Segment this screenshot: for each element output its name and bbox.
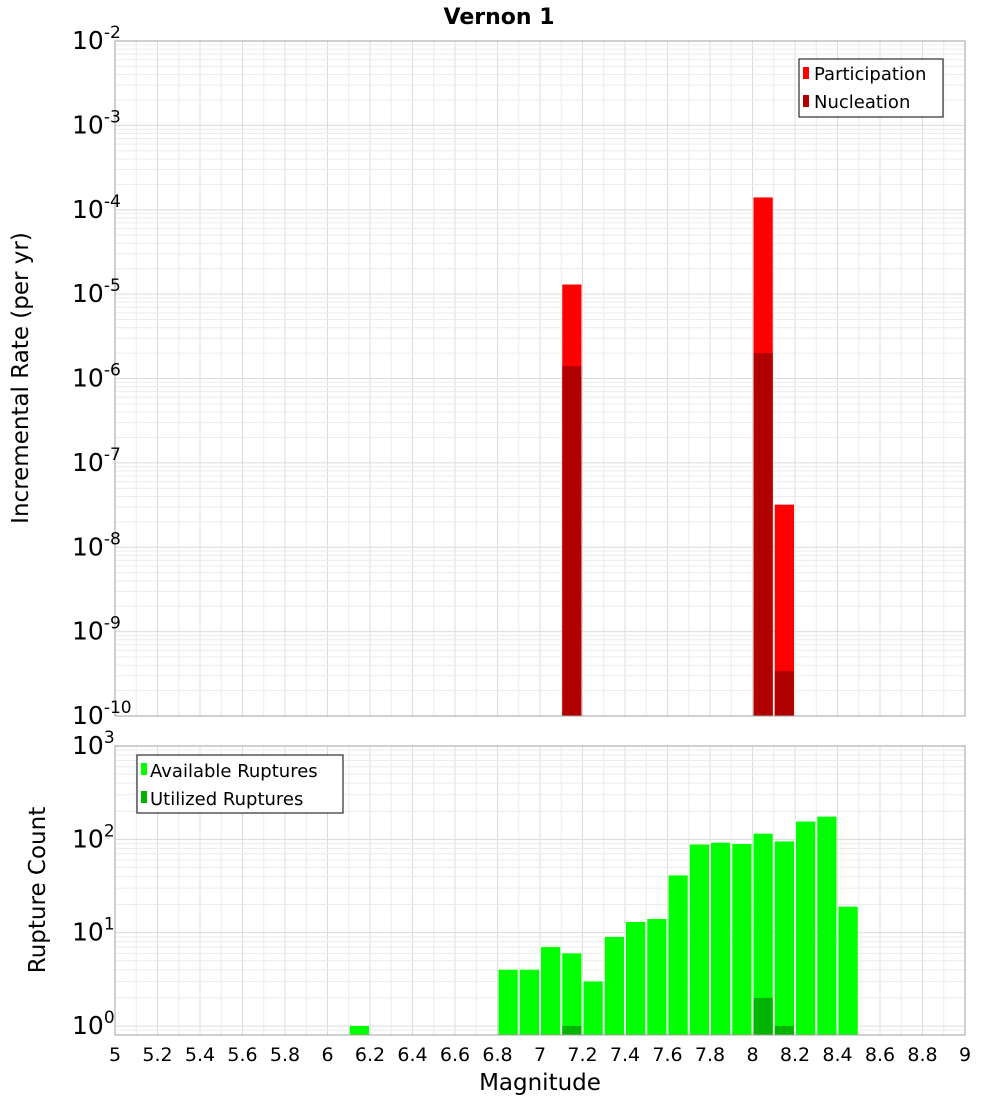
bottom-bar-available-ruptures	[562, 953, 582, 1035]
legend-swatch-utilized	[141, 791, 147, 803]
bottom-bar-available-ruptures	[711, 842, 731, 1035]
x-tick-label: 7.4	[610, 1044, 640, 1066]
top-y-axis-label: Incremental Rate (per yr)	[8, 232, 34, 524]
x-tick-label: 6.8	[482, 1044, 512, 1066]
bottom-y-axis-label: Rupture Count	[25, 807, 51, 973]
top-y-tick-label: 10-9	[72, 614, 121, 646]
x-tick-label: 6.4	[397, 1044, 427, 1066]
bottom-bar-available-ruptures	[647, 919, 667, 1035]
top-y-tick-label: 10-3	[72, 107, 121, 139]
legend-label-participation: Participation	[814, 64, 926, 85]
bottom-legend: Available Ruptures Utilized Ruptures	[136, 754, 344, 814]
chart-title: Vernon 1	[444, 5, 555, 30]
bottom-bar-available-ruptures	[796, 821, 816, 1035]
bottom-bar-available-ruptures	[753, 833, 773, 1035]
bottom-plot-frame	[114, 745, 966, 1036]
legend-label-available: Available Ruptures	[150, 761, 318, 782]
x-tick-label: 8	[746, 1044, 758, 1066]
top-y-tick-label: 10-6	[72, 361, 121, 393]
top-plot-frame	[114, 40, 966, 717]
x-tick-label: 7.6	[652, 1044, 682, 1066]
bottom-bar-available-ruptures	[689, 844, 709, 1035]
x-tick-label: 7.2	[567, 1044, 597, 1066]
top-y-tick-label: 10-5	[72, 276, 121, 308]
bottom-bar-available-ruptures	[732, 844, 752, 1035]
x-tick-label: 5.2	[142, 1044, 172, 1066]
x-tick-label: 6.2	[355, 1044, 385, 1066]
top-y-tick-label: 10-4	[72, 192, 121, 224]
bottom-bar-available-ruptures	[626, 922, 646, 1035]
bottom-bar-available-ruptures	[519, 969, 539, 1035]
bottom-y-tick-label: 103	[72, 728, 115, 760]
bottom-y-tick-label: 102	[72, 821, 115, 853]
bottom-bar-available-ruptures	[668, 875, 688, 1035]
top-bar-nucleation	[753, 353, 773, 716]
top-y-tick-label: 10-7	[72, 445, 121, 477]
x-tick-label: 5	[109, 1044, 121, 1066]
top-y-tick-label: 10-10	[72, 698, 132, 730]
bottom-bar-available-ruptures	[541, 947, 561, 1035]
x-tick-label: 9	[959, 1044, 971, 1066]
x-tick-label: 8.2	[780, 1044, 810, 1066]
bottom-bar-utilized-ruptures	[753, 997, 773, 1035]
bottom-bar-available-ruptures	[604, 936, 624, 1035]
bottom-bar-utilized-ruptures	[774, 1025, 794, 1035]
legend-label-utilized: Utilized Ruptures	[150, 789, 303, 810]
top-legend: Participation Nucleation	[798, 58, 944, 118]
top-plot-bars	[562, 197, 794, 717]
x-axis-label: Magnitude	[479, 1070, 601, 1096]
top-bar-participation	[774, 504, 794, 716]
legend-swatch-available	[141, 763, 147, 775]
top-y-tick-label: 10-2	[72, 23, 121, 55]
bottom-y-tick-label: 100	[72, 1008, 115, 1040]
bottom-bar-available-ruptures	[349, 1025, 369, 1035]
top-legend-box	[798, 58, 944, 118]
x-tick-label: 5.8	[270, 1044, 300, 1066]
x-tick-label: 5.6	[227, 1044, 257, 1066]
bottom-bar-available-ruptures	[583, 981, 603, 1035]
bottom-legend-box	[136, 754, 344, 814]
top-plot-grid	[114, 40, 966, 717]
x-tick-label: 8.6	[865, 1044, 895, 1066]
x-tick-label: 6.6	[440, 1044, 470, 1066]
x-tick-label: 7.8	[695, 1044, 725, 1066]
legend-label-nucleation: Nucleation	[814, 92, 910, 113]
bottom-y-axis-ticks: 100 101 102 103	[72, 728, 115, 1040]
bottom-bar-available-ruptures	[838, 906, 858, 1035]
x-tick-label: 7	[534, 1044, 546, 1066]
x-axis-ticks: 5 5.2 5.4 5.6 5.8 6 6.2 6.4 6.6 6.8 7 7.2 7.4 7.6 7.8 8…	[109, 1044, 971, 1066]
bottom-y-tick-label: 101	[72, 915, 115, 947]
bottom-bar-available-ruptures	[774, 841, 794, 1035]
bottom-bar-available-ruptures	[817, 816, 837, 1035]
top-bar-nucleation	[562, 366, 582, 716]
top-y-tick-label: 10-8	[72, 529, 121, 561]
x-tick-label: 6	[321, 1044, 333, 1066]
x-tick-label: 5.4	[185, 1044, 215, 1066]
top-y-axis-ticks: 10-10 10-9 10-8 10-7 10-6 10-5 10-4 10-3 10-2	[72, 23, 132, 730]
legend-swatch-participation	[803, 67, 809, 79]
top-bar-nucleation	[774, 671, 794, 716]
x-tick-label: 8.4	[822, 1044, 852, 1066]
x-tick-label: 8.8	[907, 1044, 937, 1066]
bottom-bar-utilized-ruptures	[562, 1025, 582, 1035]
bottom-plot-bars	[349, 816, 858, 1035]
bottom-bar-available-ruptures	[498, 969, 518, 1035]
legend-swatch-nucleation	[803, 95, 809, 107]
